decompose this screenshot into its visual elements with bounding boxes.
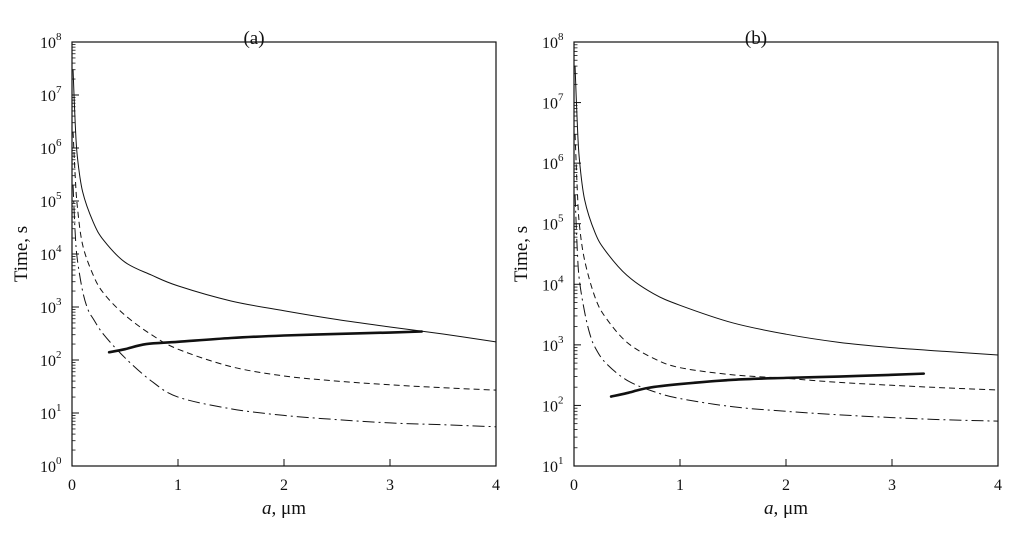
series-dashed [574,134,998,391]
x-tick-label: 3 [386,477,394,494]
panel-a-y-ticks: 100 101 102 103 104 105 106 107 108 [40,31,79,476]
y-tick-label: 107 [40,84,62,105]
panel-b-frame [573,41,999,467]
y-tick-label: 103 [40,296,62,317]
panel-a-xlabel: a, μm [262,498,306,519]
y-tick-label: 103 [542,334,564,355]
x-tick-label: 1 [676,477,684,494]
y-tick-label: 106 [40,137,62,158]
x-tick-label: 4 [492,477,500,494]
y-tick-label: 102 [40,349,62,370]
panel-b-ylabel: Time, s [511,226,532,282]
x-tick-label: 3 [888,477,896,494]
x-tick-label: 0 [68,477,76,494]
y-tick-label: 105 [40,190,62,211]
y-tick-label: 101 [40,402,62,423]
series-dashed [72,132,496,391]
y-tick-label: 107 [542,92,564,113]
panel-b-x-ticks: 0 1 2 3 4 [570,459,1002,494]
panel-a-xlabel-unit: , μm [272,498,307,519]
series-dash-dot [72,185,496,428]
panel-b-y-ticks: 101 102 103 104 105 106 107 108 [542,31,581,476]
series-thick [107,330,424,354]
y-tick-label: 101 [542,455,564,476]
panel-b-series [574,65,998,422]
y-tick-label: 104 [40,243,62,264]
panel-b-xlabel-unit: , μm [774,498,809,519]
x-tick-label: 4 [994,477,1002,494]
panel-b-xlabel: a, μm [764,498,808,519]
y-tick-label: 108 [542,31,564,52]
panel-a-label: (a) [243,28,264,49]
panel-a-xlabel-var: a [262,498,272,519]
x-tick-label: 2 [280,477,288,494]
panel-b-xlabel-var: a [764,498,774,519]
y-tick-label: 102 [542,394,564,415]
y-tick-label: 108 [40,31,62,52]
y-tick-label: 104 [542,273,564,294]
y-tick-label: 105 [542,213,564,234]
panel-a-series [72,69,496,428]
series-solid-thin [574,65,998,356]
y-tick-label: 106 [542,152,564,173]
series-thick [609,372,926,398]
panel-a-frame [71,41,497,467]
series-solid-thin [72,69,496,343]
x-tick-label: 2 [782,477,790,494]
x-tick-label: 0 [570,477,578,494]
panel-a-x-ticks: 0 1 2 3 4 [68,459,500,494]
series-dash-dot [574,194,998,422]
x-tick-label: 1 [174,477,182,494]
panel-a-ylabel: Time, s [11,226,32,282]
y-tick-label: 100 [40,455,62,476]
panel-b-label: (b) [745,28,767,49]
